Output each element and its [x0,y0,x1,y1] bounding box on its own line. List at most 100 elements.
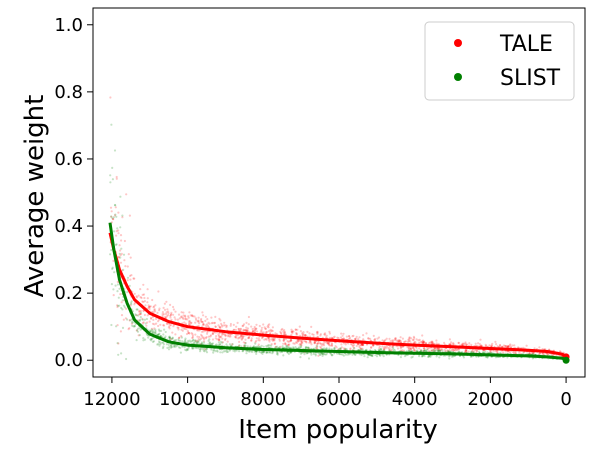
data-point [484,349,487,352]
data-point [155,322,158,325]
data-point [307,346,310,349]
data-point [304,346,307,350]
data-point [145,324,148,327]
data-point [202,323,205,326]
data-point [305,340,308,343]
data-point [303,353,306,356]
data-point [353,353,357,356]
data-point [152,340,156,343]
data-point [130,300,133,303]
data-point [339,347,342,351]
data-point [197,324,200,328]
data-point [295,333,298,336]
data-point [282,354,285,357]
data-point [139,312,142,316]
data-point [381,339,384,342]
data-point [330,344,333,347]
data-point [319,342,322,345]
data-point [111,166,114,169]
data-point [422,341,425,344]
data-point [147,336,150,339]
data-point [353,347,356,350]
data-point [360,344,363,347]
data-point [238,344,241,347]
data-point [191,336,194,340]
data-point [201,321,204,324]
data-point [209,334,213,337]
data-point [120,301,123,304]
data-point [362,344,365,347]
data-point [340,346,343,349]
data-point [169,314,172,317]
data-point [196,335,199,338]
data-point [204,319,207,322]
data-point [558,350,562,353]
data-point [216,338,219,341]
data-point [292,342,295,345]
data-point [185,332,189,336]
data-point [284,333,287,336]
data-point [308,335,312,338]
data-point [174,338,178,342]
data-point [470,343,473,346]
data-point [180,316,183,319]
data-point [218,332,221,335]
data-point [382,355,385,358]
data-point [437,349,440,353]
data-point [357,338,360,341]
data-point [262,331,265,334]
data-point [180,315,183,318]
data-point [271,337,274,340]
data-point [368,353,371,356]
data-point [498,343,502,347]
data-point [421,341,425,344]
data-point [305,346,308,349]
data-point [384,346,387,350]
data-point [125,357,128,361]
data-point [168,335,171,338]
data-point [309,340,312,343]
data-point [177,339,180,342]
data-point [146,314,149,317]
data-point [145,317,148,321]
data-point [168,336,172,339]
data-point [271,352,274,355]
data-point [109,206,113,209]
data-point [407,340,410,343]
data-point [197,320,200,323]
data-point [116,305,119,309]
legend-label-tale: TALE [499,32,553,57]
data-point [505,345,508,348]
data-point [289,346,293,349]
data-point [367,337,370,340]
data-point [250,339,253,342]
y-tick-label: 0.8 [54,82,83,103]
data-point [208,341,211,344]
data-point [341,353,344,356]
data-point [276,352,279,355]
data-point [370,353,373,357]
data-point [183,321,186,324]
data-point [374,353,377,357]
data-point [349,347,352,350]
data-point [328,341,331,344]
data-point [346,353,349,356]
data-point [342,337,346,340]
data-point [142,283,145,286]
data-point [186,318,189,321]
data-point [187,341,190,344]
data-point [325,347,328,350]
data-point [245,330,248,333]
data-point [344,347,347,351]
data-point [165,343,168,346]
data-point [324,353,327,356]
y-tick-label: 0.0 [54,350,83,371]
data-point [321,352,324,355]
data-point [129,256,132,259]
data-point [203,350,206,353]
data-point [226,350,229,353]
data-point [436,349,440,352]
data-point [464,349,467,352]
data-point [200,317,203,321]
data-point [301,333,304,336]
